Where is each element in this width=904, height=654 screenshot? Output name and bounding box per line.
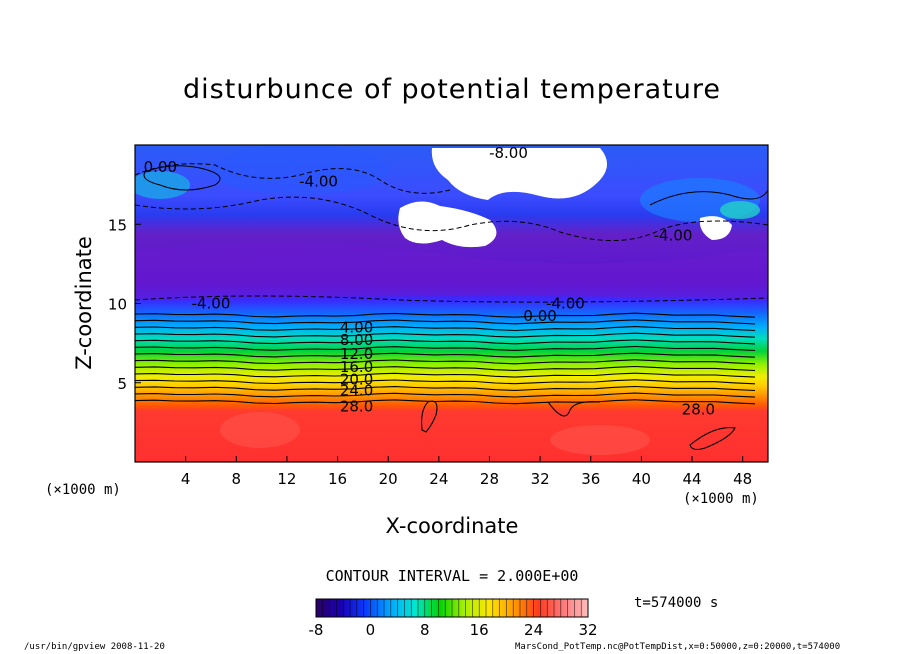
contour-label: 0.00 — [144, 158, 177, 176]
contour-label: 24.0 — [340, 382, 373, 400]
x-axis-label: X-coordinate — [385, 514, 519, 538]
contour-line — [135, 163, 451, 194]
colorbar-tick-label: 24 — [524, 621, 543, 639]
y-axis-label: Z-coordinate — [72, 236, 96, 370]
contour-line — [135, 295, 768, 303]
x-tick-label: 16 — [328, 470, 347, 488]
colorbar-tick-label: 16 — [470, 621, 489, 639]
contour-label: 20.0 — [340, 371, 373, 389]
x-tick-label: 48 — [733, 470, 752, 488]
contour-label: 4.00 — [340, 318, 373, 336]
field-patch — [720, 201, 760, 219]
y-tick-label: 5 — [117, 375, 127, 393]
contour-label: -4.00 — [299, 172, 338, 190]
contour-label: 8.00 — [340, 331, 373, 349]
y-tick-label: 10 — [108, 296, 127, 314]
contour-line — [135, 352, 756, 358]
contour-line — [135, 312, 756, 318]
x-tick-label: 4 — [181, 470, 191, 488]
y-axis: 5 10 15 — [108, 216, 141, 393]
y-tick-label: 15 — [108, 216, 127, 234]
x-tick-label: 32 — [531, 470, 550, 488]
contour-line — [135, 332, 756, 338]
contour-label: -4.00 — [654, 226, 693, 244]
contour-label: -4.00 — [192, 295, 231, 313]
contour-line — [135, 339, 756, 345]
colorbar-tick-label: 0 — [366, 621, 376, 639]
contour-line — [649, 189, 768, 206]
contour-line — [135, 385, 756, 392]
contour-line — [135, 345, 756, 352]
field-patch — [550, 425, 650, 455]
field-patch — [135, 171, 190, 199]
time-label: t=574000 s — [634, 595, 719, 611]
contour-label: -4.00 — [546, 295, 585, 313]
contour-labels: 0.00-8.00-4.00-4.00-4.00 -4.000.004.008.0… — [144, 144, 715, 419]
contour-line — [135, 372, 756, 378]
contour-label: 12.0 — [340, 345, 373, 363]
colorbar: -8 0 8 16 24 32 — [309, 598, 598, 639]
x-tick-label: 28 — [480, 470, 499, 488]
contour-line — [135, 359, 756, 365]
chart-title: disturbunce of potential temperature — [183, 74, 721, 105]
footer-right: MarsCond_PotTemp.nc@PotTempDist,x=0:5000… — [515, 642, 841, 652]
contour-label: 0.00 — [523, 307, 556, 325]
x-tick-label: 12 — [277, 470, 296, 488]
x-tick-label: 40 — [632, 470, 651, 488]
field-band — [135, 243, 768, 300]
contour-line — [689, 427, 736, 451]
out-of-range-region — [398, 201, 497, 248]
contour-interval-text: CONTOUR INTERVAL = 2.000E+00 — [325, 567, 579, 585]
contour-line — [135, 365, 756, 372]
colorbar-tick-label: 8 — [420, 621, 430, 639]
field-patch — [220, 412, 300, 448]
x-tick-label: 44 — [682, 470, 701, 488]
contour-label: 28.0 — [340, 398, 373, 416]
colorbar-tick-label: -8 — [309, 621, 324, 639]
y-axis-scale-label: (×1000 m) — [45, 482, 121, 498]
contour-line — [135, 392, 756, 398]
x-tick-label: 8 — [232, 470, 242, 488]
x-tick-label: 24 — [429, 470, 448, 488]
contour-line — [547, 401, 601, 417]
contour-line — [135, 379, 756, 385]
plot-area — [135, 145, 768, 462]
contour-line — [135, 326, 756, 332]
contour-label: 28.0 — [682, 401, 715, 419]
contour-line — [135, 319, 756, 325]
footer-left: /usr/bin/gpview 2008-11-20 — [24, 642, 165, 652]
contour-label: -8.00 — [489, 144, 528, 162]
x-axis-scale-label: (×1000 m) — [683, 491, 759, 507]
contour-line — [421, 400, 438, 433]
out-of-range-region — [699, 216, 732, 240]
x-axis: 4 8 12 16 20 24 28 32 36 40 44 48 — [181, 456, 752, 488]
contour-label: 16.0 — [340, 358, 373, 376]
x-tick-label: 36 — [581, 470, 600, 488]
out-of-range-region — [431, 148, 608, 200]
x-tick-label: 20 — [379, 470, 398, 488]
field-patch — [210, 145, 390, 195]
colorbar-tick-label: 32 — [578, 621, 597, 639]
contour-line — [143, 165, 221, 191]
